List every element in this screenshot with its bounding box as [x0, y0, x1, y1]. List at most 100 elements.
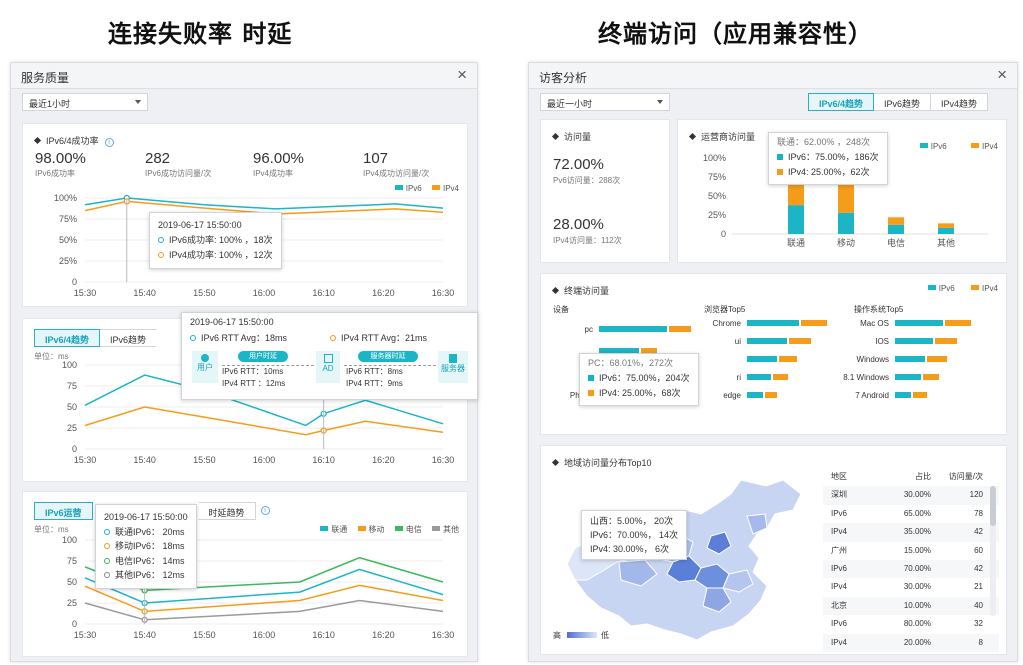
browser-title: 浏览器Top5 — [704, 305, 746, 314]
legend-ipv4[interactable]: IPv4 — [442, 184, 459, 193]
tab-delay-trend[interactable]: 时延趋势 — [197, 502, 256, 520]
server-node: 服务器 — [438, 351, 468, 383]
panel-header: 访客分析 × — [529, 63, 1017, 89]
bar-IPv6 — [747, 356, 777, 362]
legend-ipv6[interactable]: IPv6 — [930, 142, 947, 151]
tab-ipv6-trend[interactable]: IPv6趋势 — [873, 93, 932, 111]
map-region — [746, 513, 768, 535]
x-tick-label: 移动 — [837, 237, 855, 248]
visits-card: 访问量 72.00% Pv6访问量：288次 28.00% IPv4访问量：11… — [540, 119, 670, 263]
operator-tooltip: 2019-06-17 15:50:00 联通IPv6： 20ms 移动IPv6：… — [95, 504, 197, 589]
table-scrollbar[interactable] — [990, 486, 996, 616]
ipv4-visits-label: IPv4访问量：112次 — [553, 236, 622, 245]
table-row[interactable]: IPv4 35.00% 42 — [823, 523, 999, 542]
operator-delay-chart[interactable]: 100 75 50 25 015:30 15:40 15:50 16:00 16:10 16:20… — [23, 532, 469, 658]
diamond-icon — [33, 136, 42, 145]
operator-visits-card: 运营商访问量 IPv6 IPv4 100% 75% 50% 25% 0 联通 移动 电信 其他 … — [677, 119, 1007, 263]
bar-IPv4 — [788, 183, 804, 206]
y-tick-label: 75% — [708, 172, 726, 182]
time-range-select[interactable]: 最近一小时 — [540, 93, 670, 111]
square-icon — [588, 390, 594, 396]
y-tick-label: 0 — [72, 444, 77, 454]
bar-IPv6 — [895, 356, 925, 362]
table-cell: 42 — [974, 527, 983, 537]
category-label: ri — [737, 373, 742, 382]
tab-ipv6-trend[interactable]: IPv6趋势 — [99, 329, 158, 347]
info-icon[interactable]: i — [260, 506, 270, 515]
grid-icon — [323, 354, 333, 363]
color-scale — [567, 632, 597, 638]
x-tick-label: 电信 — [887, 237, 905, 248]
ad-node: AD — [316, 351, 340, 383]
ipv4-visits-value: 28.00% — [553, 216, 604, 233]
table-cell: IPv6 — [831, 563, 848, 573]
tab-ipv4-trend[interactable]: IPv4趋势 — [930, 93, 989, 111]
visitor-analysis-panel: 访客分析 × 最近一小时 IPv6/4趋势 IPv6趋势 IPv4趋势 访问量 … — [528, 62, 1018, 662]
table-cell: 70.00% — [903, 563, 931, 573]
table-cell: 10.00% — [903, 600, 931, 610]
operator-legend: 联通 移动 电信 其他 — [312, 524, 459, 535]
ring-icon — [104, 557, 110, 564]
tab-ipv6-4-trend[interactable]: IPv6/4趋势 — [808, 93, 875, 111]
panel-title: 访客分析 — [539, 71, 588, 85]
legend-mobile[interactable]: 移动 — [368, 525, 385, 534]
china-map[interactable] — [561, 476, 811, 644]
user-icon — [201, 354, 209, 362]
category-label: 8.1 Windows — [843, 373, 889, 382]
table-row[interactable]: 北京 10.00% 40 — [823, 596, 999, 616]
operator-visits-chart[interactable]: 100% 75% 50% 25% 0 联通 移动 电信 其他 — [678, 120, 1008, 264]
time-range-select[interactable]: 最近1小时 — [22, 93, 148, 111]
table-cell: IPv6 — [831, 619, 848, 629]
tab-ipv6-operator[interactable]: IPv6运营 — [34, 502, 93, 520]
scrollbar-thumb[interactable] — [990, 486, 996, 526]
table-cell: 15.00% — [903, 545, 931, 555]
bar-IPv6 — [747, 320, 799, 326]
bar-IPv4 — [913, 392, 927, 398]
legend-unicom[interactable]: 联通 — [331, 525, 348, 534]
device-tooltip: PC：68.01%，272次 IPv6：75.00%，204次 IPv4: 25… — [579, 353, 699, 406]
legend-telecom[interactable]: 电信 — [405, 525, 422, 534]
chevron-down-icon — [657, 100, 663, 104]
x-tick-label: 16:00 — [253, 630, 276, 640]
square-icon — [588, 375, 594, 381]
arrow-line — [344, 365, 436, 366]
diamond-icon — [551, 132, 560, 141]
table-cell: 广州 — [831, 545, 847, 555]
category-label: Mac OS — [860, 319, 889, 328]
legend-ipv6[interactable]: IPv6 — [938, 284, 955, 293]
ring-icon — [104, 528, 110, 535]
table-row[interactable]: IPv4 30.00% 21 — [823, 578, 999, 596]
table-cell: 65.00% — [903, 508, 931, 518]
bar-IPv4 — [669, 326, 691, 332]
panel-header: 服务质量 × — [11, 63, 477, 89]
table-cell: 深圳 — [831, 490, 847, 500]
table-row[interactable]: 广州 15.00% 60 — [823, 542, 999, 560]
diamond-icon — [551, 286, 560, 295]
series-line-联通 — [84, 568, 444, 604]
x-tick-label: 16:30 — [432, 288, 455, 298]
x-tick-label: 15:40 — [133, 455, 156, 465]
table-row[interactable]: IPv6 80.00% 32 — [823, 615, 999, 633]
table-row[interactable]: IPv6 65.00% 78 — [823, 505, 999, 523]
card-title: IPv6/4成功率 i — [33, 134, 114, 147]
bar-IPv6 — [747, 374, 771, 380]
operator-delay-card: IPv6运营 时延趋势 i 单位：ms 联通 移动 电信 其他 100 75 50 2… — [22, 491, 468, 657]
category-label: pc — [585, 325, 593, 334]
legend-ipv4[interactable]: IPv4 — [981, 284, 998, 293]
info-icon[interactable]: i — [104, 138, 114, 147]
x-tick-label: 16:00 — [253, 288, 276, 298]
y-tick-label: 0 — [72, 277, 77, 287]
table-row[interactable]: 深圳 30.00% 120 — [823, 486, 999, 505]
close-icon[interactable]: × — [457, 65, 467, 84]
ipv6-avg: IPv6 RTT Avg：18ms — [190, 331, 287, 346]
server-rtt: IPv6 RTT：8ms IPv4 RTT：9ms — [346, 367, 403, 388]
legend-ipv6[interactable]: IPv6 — [405, 184, 422, 193]
x-tick-label: 15:30 — [74, 455, 97, 465]
ring-icon — [104, 543, 110, 549]
table-row[interactable]: IPv6 70.00% 42 — [823, 559, 999, 579]
legend-ipv4[interactable]: IPv4 — [981, 142, 998, 151]
tab-ipv6-4-trend[interactable]: IPv6/4趋势 — [34, 329, 101, 347]
close-icon[interactable]: × — [997, 65, 1007, 84]
legend-other[interactable]: 其他 — [443, 525, 459, 534]
table-row[interactable]: IPv4 20.00% 8 — [823, 633, 999, 652]
